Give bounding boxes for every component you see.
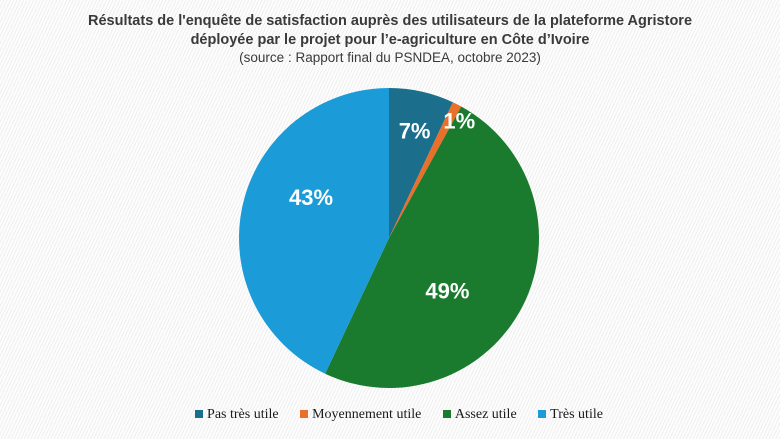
svg-text:7%: 7%	[399, 119, 431, 144]
svg-text:43%: 43%	[289, 185, 333, 210]
svg-text:49%: 49%	[425, 279, 469, 304]
svg-text:1%: 1%	[443, 108, 475, 133]
